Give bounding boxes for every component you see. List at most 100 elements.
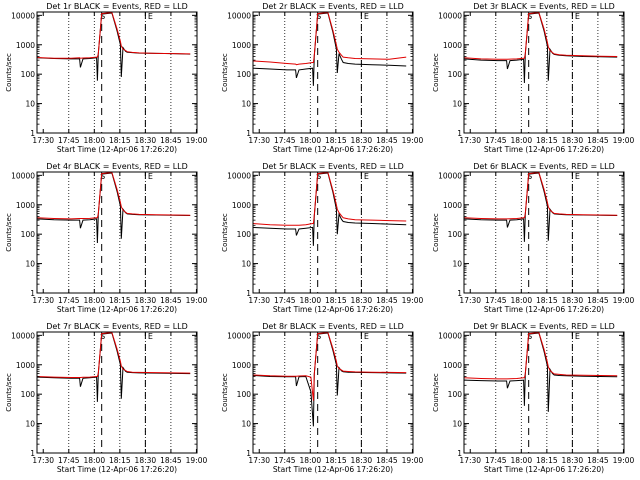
x-tick-label: 18:00 <box>299 136 321 145</box>
flare-end-marker: E <box>364 12 369 21</box>
y-tick-label: 1000 <box>232 201 251 210</box>
y-axis-label: Counts/sec <box>5 373 13 412</box>
y-axis-label: Counts/sec <box>432 213 440 252</box>
x-tick-label: 18:30 <box>351 136 373 145</box>
x-axis-label: Start Time (12-Apr-06 17:26:20) <box>273 465 393 474</box>
y-tick-label: 1 <box>246 289 251 298</box>
x-axis-label: Start Time (12-Apr-06 17:26:20) <box>57 145 177 154</box>
x-tick-label: 18:00 <box>83 136 105 145</box>
x-tick-label: 18:30 <box>351 296 373 305</box>
flare-start-marker: S <box>316 12 321 21</box>
y-tick-label: 1 <box>246 449 251 458</box>
x-tick-label: 18:15 <box>109 136 131 145</box>
x-tick-label: 18:45 <box>160 456 182 465</box>
flare-start-marker: S <box>527 332 532 341</box>
flare-start-marker: S <box>527 172 532 181</box>
flare-end-marker: E <box>575 12 580 21</box>
y-tick-label: 10 <box>241 260 251 269</box>
panel-title: Det 1r BLACK = Events, RED = LLD <box>46 2 188 11</box>
flare-start-marker: S <box>100 172 105 181</box>
plot-frame <box>463 331 625 454</box>
x-tick-label: 17:45 <box>274 296 296 305</box>
x-tick-label: 19:00 <box>402 136 424 145</box>
y-axis-label: Counts/sec <box>221 53 229 92</box>
x-tick-label: 17:45 <box>274 136 296 145</box>
y-tick-label: 1000 <box>232 41 251 50</box>
y-tick-label: 1 <box>457 449 462 458</box>
lld-series-line <box>463 331 618 380</box>
lld-series-line <box>252 11 407 66</box>
flare-start-marker: S <box>527 12 532 21</box>
y-tick-label: 1 <box>30 129 35 138</box>
x-tick-label: 18:45 <box>376 136 398 145</box>
flare-end-marker: E <box>148 12 153 21</box>
y-axis-label: Counts/sec <box>221 373 229 412</box>
y-tick-label: 10 <box>452 260 462 269</box>
y-tick-label: 1 <box>30 289 35 298</box>
y-tick-label: 10000 <box>227 171 251 180</box>
flare-end-marker: E <box>148 332 153 341</box>
x-tick-label: 17:45 <box>485 296 507 305</box>
x-tick-label: 17:45 <box>58 136 80 145</box>
lld-series-line <box>252 331 407 401</box>
x-tick-label: 19:00 <box>613 136 635 145</box>
panel-title: Det 3r BLACK = Events, RED = LLD <box>473 2 615 11</box>
y-tick-label: 10 <box>25 420 35 429</box>
x-tick-label: 17:45 <box>485 136 507 145</box>
y-tick-label: 10 <box>452 420 462 429</box>
plot-frame <box>36 11 198 134</box>
x-tick-label: 18:00 <box>83 456 105 465</box>
y-tick-label: 1000 <box>443 41 462 50</box>
x-tick-label: 18:00 <box>83 296 105 305</box>
y-tick-label: 100 <box>237 390 252 399</box>
y-tick-label: 10 <box>25 100 35 109</box>
y-tick-label: 1000 <box>16 361 35 370</box>
flare-start-marker: S <box>100 12 105 21</box>
x-tick-label: 18:00 <box>510 456 532 465</box>
y-tick-label: 1000 <box>16 41 35 50</box>
x-tick-label: 18:30 <box>135 456 157 465</box>
x-tick-label: 18:15 <box>536 136 558 145</box>
events-series-line <box>252 172 407 246</box>
lld-series-line <box>36 331 191 378</box>
x-tick-label: 19:00 <box>613 296 635 305</box>
x-tick-label: 19:00 <box>186 456 208 465</box>
x-tick-label: 17:45 <box>485 456 507 465</box>
x-axis-label: Start Time (12-Apr-06 17:26:20) <box>273 305 393 314</box>
plot-frame <box>36 331 198 454</box>
y-tick-label: 10000 <box>438 171 462 180</box>
lld-series-line <box>36 11 191 59</box>
x-tick-label: 17:30 <box>459 456 481 465</box>
x-tick-label: 17:45 <box>58 456 80 465</box>
panel-title: Det 6r BLACK = Events, RED = LLD <box>473 162 615 171</box>
x-axis-label: Start Time (12-Apr-06 17:26:20) <box>484 465 604 474</box>
y-tick-label: 1000 <box>443 201 462 210</box>
plot-frame <box>252 171 414 294</box>
x-tick-label: 17:30 <box>248 136 270 145</box>
y-axis-label: Counts/sec <box>5 213 13 252</box>
x-tick-label: 19:00 <box>186 136 208 145</box>
y-tick-label: 10000 <box>227 11 251 20</box>
y-tick-label: 10 <box>25 260 35 269</box>
events-series-line <box>463 172 618 242</box>
panel-title: Det 4r BLACK = Events, RED = LLD <box>46 162 188 171</box>
plot-frame <box>36 171 198 294</box>
flare-start-marker: S <box>316 332 321 341</box>
panel-title: Det 5r BLACK = Events, RED = LLD <box>262 162 404 171</box>
x-tick-label: 17:30 <box>248 456 270 465</box>
y-tick-label: 10000 <box>11 331 35 340</box>
x-tick-label: 17:45 <box>58 296 80 305</box>
x-tick-label: 18:45 <box>376 456 398 465</box>
y-tick-label: 10 <box>241 100 251 109</box>
y-tick-label: 10000 <box>438 11 462 20</box>
y-tick-label: 1 <box>457 129 462 138</box>
events-series-line <box>36 172 191 244</box>
flare-start-marker: S <box>100 332 105 341</box>
x-axis-label: Start Time (12-Apr-06 17:26:20) <box>57 305 177 314</box>
